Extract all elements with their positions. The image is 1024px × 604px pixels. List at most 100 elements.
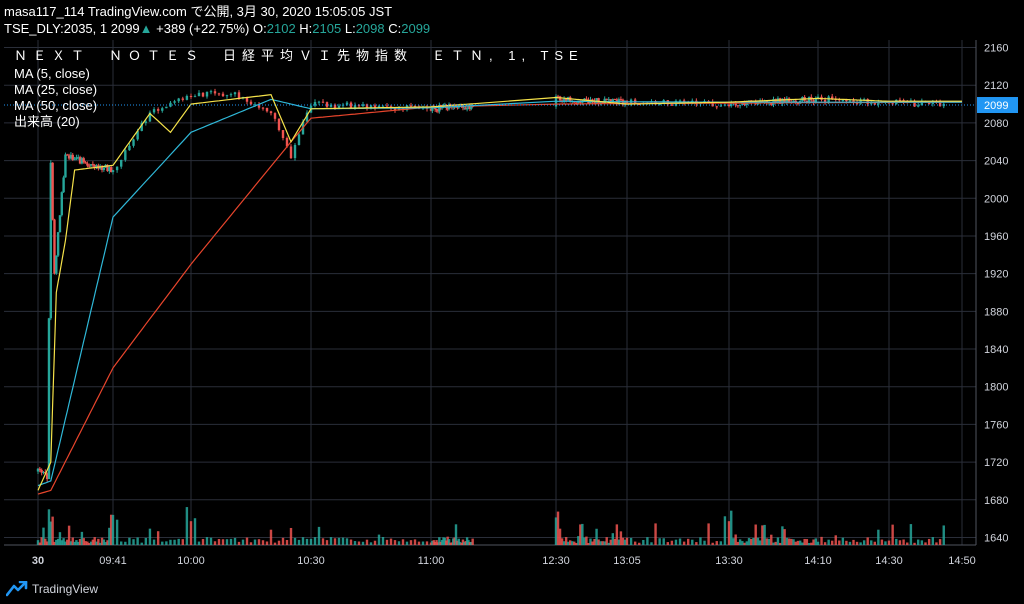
- volume-bar: [554, 517, 558, 545]
- volume-bar: [82, 538, 85, 545]
- volume-bar: [743, 542, 746, 545]
- candle-body: [285, 138, 289, 147]
- candle-body: [277, 118, 281, 131]
- x-tick-label: 13:05: [613, 555, 641, 567]
- volume-bar: [699, 537, 702, 545]
- volume-bar: [337, 537, 341, 545]
- candle-body: [812, 100, 815, 103]
- volume-bar: [741, 541, 744, 545]
- volume-bar: [730, 510, 733, 545]
- chart-area[interactable]: 1640 1680 1720 1760 1800 1840 1880 1920 1960 2000…: [0, 40, 1024, 580]
- volume-bar: [463, 541, 466, 545]
- volume-bar: [776, 537, 780, 545]
- candle-body: [257, 104, 261, 108]
- candle-body: [738, 104, 742, 106]
- candle-body: [132, 139, 135, 146]
- volume-bar: [443, 537, 447, 545]
- volume-bar: [177, 538, 180, 545]
- volume-bar: [273, 542, 277, 545]
- volume-bar: [468, 542, 472, 545]
- candle-body: [593, 100, 596, 104]
- candle-body: [814, 98, 817, 103]
- candle-body: [317, 101, 321, 103]
- x-tick-label: 14:10: [804, 555, 832, 567]
- volume-bar: [152, 539, 156, 545]
- volume-bar: [325, 540, 329, 545]
- volume-bar: [389, 538, 393, 545]
- volume-bar: [603, 541, 606, 545]
- instrument-title[interactable]: ＮＥＸＴ ＮＯＴＥＳ 日経平均ＶＩ先物指数 ＥＴＮ, 1, TSE: [14, 48, 584, 63]
- candle-body: [217, 93, 221, 95]
- volume-bar: [189, 521, 193, 545]
- high-value: 2105: [312, 21, 342, 36]
- volume-bar: [703, 540, 706, 545]
- volume-bar: [193, 518, 197, 545]
- volume-bar: [787, 538, 791, 545]
- volume-bar: [71, 537, 74, 545]
- candle-body: [261, 107, 265, 109]
- candle-body: [80, 158, 84, 164]
- volume-bar: [369, 542, 373, 545]
- candle-body: [161, 108, 164, 111]
- volume-bar: [120, 541, 123, 545]
- volume-bar: [799, 540, 802, 545]
- volume-bar: [165, 541, 168, 545]
- candle-body: [603, 98, 606, 104]
- candle-body: [108, 167, 111, 172]
- high-label: H:: [299, 21, 313, 36]
- indicator-volume[interactable]: 出来高 (20): [14, 114, 80, 129]
- candle-body: [297, 134, 301, 145]
- volume-bar: [670, 540, 674, 545]
- volume-bar: [609, 539, 612, 545]
- candle-body: [45, 473, 49, 480]
- volume-bar: [727, 521, 731, 545]
- volume-bar: [629, 537, 633, 545]
- candle-body: [898, 99, 902, 101]
- candle-body: [64, 154, 67, 178]
- volume-bar: [111, 514, 115, 545]
- price-chart[interactable]: 1640 1680 1720 1760 1800 1840 1880 1920 1960 2000…: [0, 40, 1024, 580]
- volume-bar: [401, 539, 405, 545]
- volume-bar: [805, 539, 809, 545]
- candle-body: [913, 100, 916, 107]
- volume-bar: [887, 540, 891, 545]
- volume-bar: [169, 539, 172, 545]
- indicator-ma5[interactable]: MA (5, close): [14, 66, 90, 81]
- volume-bar: [778, 542, 782, 545]
- volume-bar: [373, 540, 377, 545]
- candle-body: [715, 106, 718, 108]
- candle-body: [436, 110, 440, 112]
- volume-bar: [109, 514, 113, 545]
- volume-bar: [161, 541, 164, 545]
- volume-bar: [662, 538, 665, 545]
- candle-body: [313, 102, 317, 106]
- change-arrow-icon: ▲: [139, 21, 153, 36]
- tradingview-logo[interactable]: TradingView: [6, 581, 98, 597]
- indicator-ma50[interactable]: MA (50, close): [14, 98, 98, 113]
- volume-bar: [562, 541, 566, 545]
- volume-bar: [353, 541, 357, 545]
- close-value: 2099: [401, 21, 431, 36]
- candle-body: [778, 98, 782, 104]
- chart-footer: TradingView: [0, 577, 1024, 604]
- volume-bar: [816, 541, 820, 545]
- symbol-label[interactable]: TSE_DLY:2035, 1: [4, 21, 108, 36]
- volume-bar: [185, 507, 189, 545]
- volume-bar: [859, 542, 862, 545]
- volume-bar: [471, 538, 474, 545]
- volume-bar: [47, 509, 51, 545]
- volume-bar: [601, 541, 604, 545]
- indicator-ma25[interactable]: MA (25, close): [14, 82, 98, 97]
- volume-bar: [895, 538, 898, 545]
- volume-bar: [88, 542, 91, 545]
- candle-body: [38, 468, 42, 470]
- candle-body: [781, 98, 784, 104]
- x-tick-label: 11:00: [418, 555, 445, 567]
- volume-bar: [666, 542, 669, 545]
- volume-bar: [774, 541, 777, 545]
- candle-body: [225, 95, 229, 97]
- candle-body: [193, 96, 197, 98]
- volume-bar: [682, 541, 686, 545]
- volume-bar: [60, 540, 63, 545]
- candle-body: [265, 107, 269, 112]
